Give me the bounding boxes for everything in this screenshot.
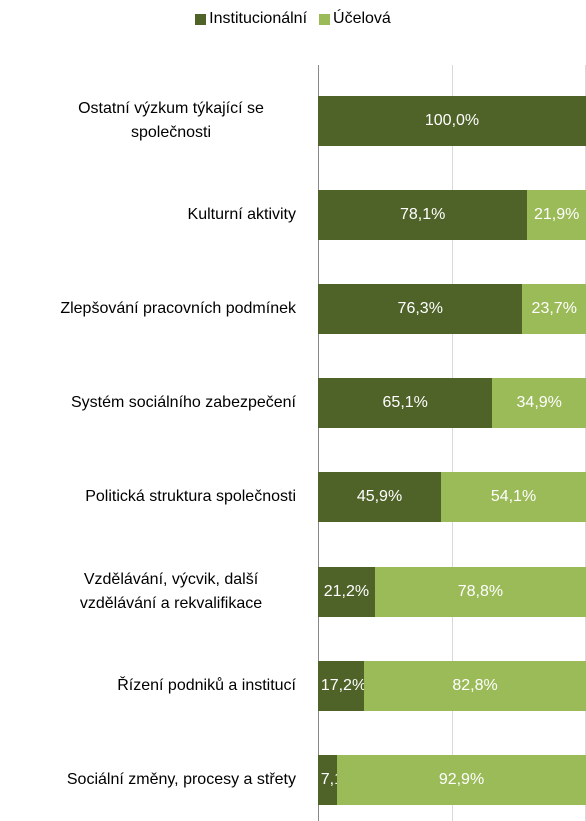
category-label: Systém sociálního zabezpečení (0, 373, 296, 433)
category-text: Politická struktura společnosti (85, 488, 296, 506)
data-label: 54,1% (490, 488, 537, 506)
bar-segment (318, 754, 338, 805)
axis-line (318, 65, 319, 821)
bar-segment (527, 190, 586, 241)
legend-item: Institucionální (195, 10, 307, 28)
bar-segment (318, 190, 528, 241)
bar-segment (364, 660, 586, 711)
data-label: 21,2% (323, 582, 370, 600)
data-label: 21,9% (533, 206, 580, 224)
bar-segment (318, 566, 375, 617)
bar-segment (318, 96, 586, 146)
category-label: Řízení podniků a institucí (0, 656, 296, 716)
category-label: Vzdělávání, výcvik, další vzdělávání a r… (0, 562, 296, 622)
legend-swatch (319, 13, 331, 25)
data-label: 100,0% (424, 112, 480, 129)
bar-segment (337, 754, 586, 805)
grid-line (452, 65, 453, 821)
data-label: 78,8% (457, 582, 504, 600)
data-label: 65,1% (382, 394, 428, 412)
category-label: Sociální změny, procesy a střety (0, 750, 296, 810)
category-label: Kulturní aktivity (0, 185, 296, 245)
bar-segment (318, 378, 493, 429)
legend-label: Institucionální (209, 10, 308, 27)
legend-item: Účelová (319, 10, 391, 28)
data-label: 78,1% (399, 206, 446, 224)
category-label: Ostatní výzkum týkající se společnosti (0, 91, 296, 151)
bar-segment (318, 660, 365, 711)
category-text: Vzdělávání, výcvik, další vzdělávání a r… (79, 570, 263, 612)
data-label: 17,2% (320, 676, 367, 694)
data-label: 45,9% (356, 488, 403, 506)
bar-segment (492, 378, 586, 429)
legend-label: Účelová (333, 10, 391, 27)
legend-swatch (195, 13, 207, 25)
data-label: 76,3% (397, 300, 443, 318)
category-text: Řízení podniků a institucí (117, 676, 296, 694)
data-label: 82,8% (452, 676, 498, 694)
category-text: Sociální změny, procesy a střety (66, 770, 296, 788)
category-label: Zlepšování pracovních podmínek (0, 279, 296, 339)
data-label: 92,9% (438, 770, 485, 788)
category-text: Ostatní výzkum týkající se společnosti (78, 100, 264, 141)
bar-segment (318, 472, 441, 523)
legend: Institucionální Účelová (0, 10, 586, 28)
category-text: Zlepšování pracovních podmínek (60, 300, 296, 318)
bar-segment (522, 284, 586, 335)
data-label: 23,7% (531, 300, 577, 318)
category-text: Systém sociálního zabezpečení (70, 394, 296, 412)
bar-segment (318, 284, 523, 335)
category-label: Politická struktura společnosti (0, 467, 296, 527)
bar-segment (441, 472, 586, 523)
category-text: Kulturní aktivity (187, 206, 296, 224)
data-label: 34,9% (516, 394, 562, 412)
bar-segment (374, 566, 586, 617)
